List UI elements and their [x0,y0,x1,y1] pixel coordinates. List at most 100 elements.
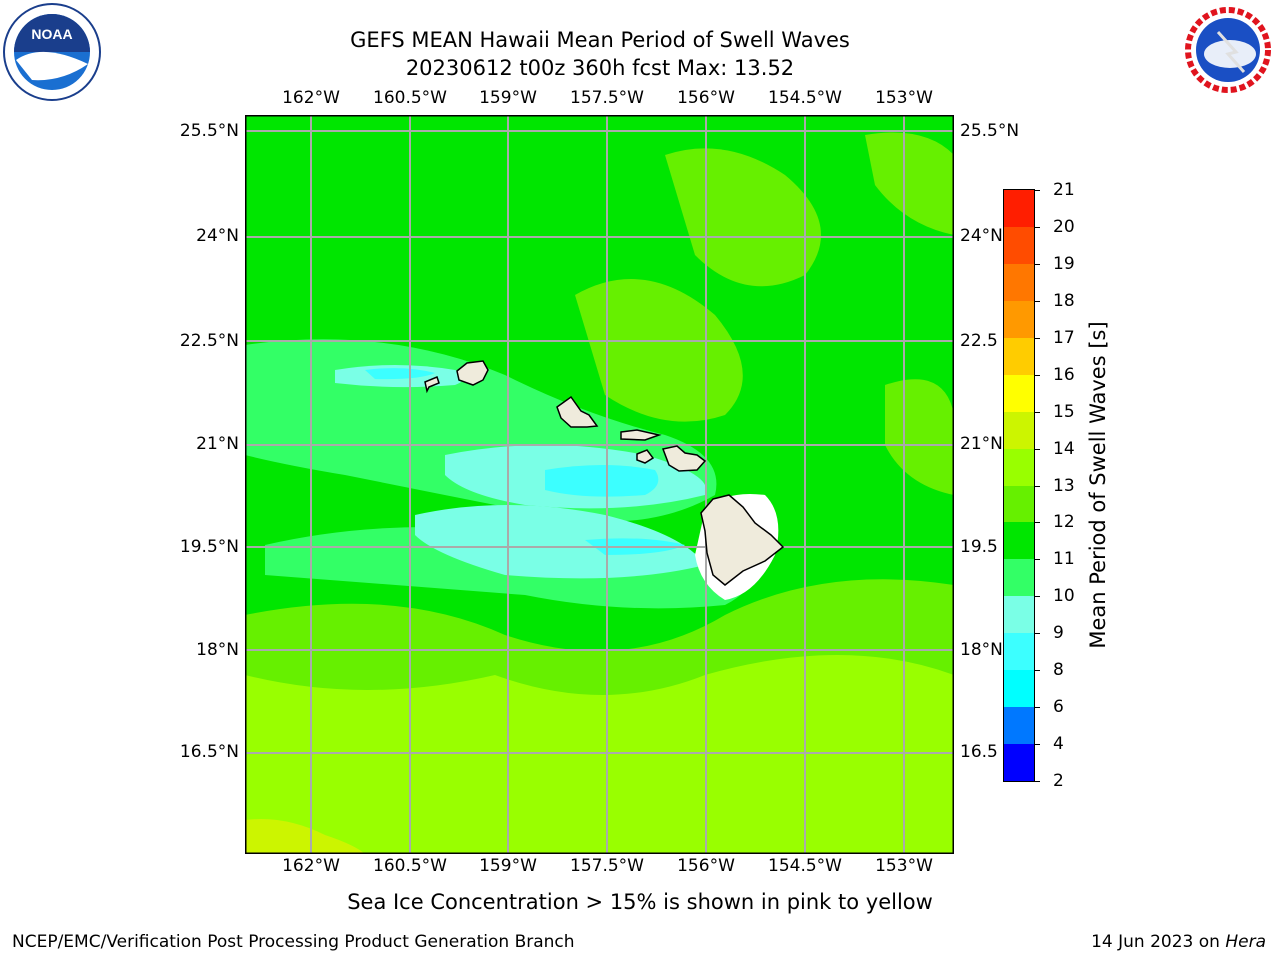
colorbar-segment [1004,707,1034,745]
colorbar-tick [1034,596,1040,598]
colorbar-segment [1004,744,1034,781]
lat-label-right: 25.5°N [960,121,1020,141]
lon-label-top: 154.5°W [768,88,842,108]
lon-label-bottom: 159°W [479,856,537,876]
island-maui [661,445,707,472]
colorbar-level-label: 14 [1053,438,1075,459]
lon-label-top: 160.5°W [373,88,447,108]
colorbar-level-label: 18 [1053,290,1075,311]
colorbar-segment [1004,633,1034,671]
lon-label-bottom: 157.5°W [570,856,644,876]
colorbar-tick [1034,744,1040,746]
colorbar-tick [1034,559,1040,561]
lon-label-top: 162°W [282,88,340,108]
lon-label-top: 156°W [677,88,735,108]
colorbar-level-label: 15 [1053,401,1075,422]
colorbar-segment [1004,190,1034,227]
colorbar [1003,189,1035,782]
hawaii-islands [424,360,785,586]
colorbar-level-label: 19 [1053,253,1075,274]
lon-label-top: 153°W [875,88,933,108]
swell-period-map [245,115,954,854]
field-12-13-corner [865,132,954,235]
field-8-9-north [365,368,435,380]
colorbar-segment [1004,300,1034,338]
lat-label-right: 24°N [960,226,1003,246]
footer-date-text: 14 Jun 2023 on [1091,932,1226,952]
colorbar-tick [1034,190,1040,191]
colorbar-level-label: 17 [1053,327,1075,348]
colorbar-level-label: 20 [1053,216,1075,237]
field-8-9 [545,465,659,497]
island-oahu [556,395,599,428]
map-subtitle: 20230612 t00z 360h fcst Max: 13.52 [405,56,795,80]
graticule [245,115,954,854]
colorbar-tick [1034,226,1040,228]
colorbar-tick [1034,522,1040,524]
lat-label-right: 19.5 [960,537,998,557]
lat-label-right: 18°N [960,640,1003,660]
colorbar-segment [1004,670,1034,708]
lat-label-right: 22.5 [960,331,998,351]
colorbar-level-label: 9 [1053,623,1064,644]
field-12-13-ne [665,148,821,287]
colorbar-title: Mean Period of Swell Waves [s] [1086,321,1110,649]
lat-label-left: 21°N [196,434,239,454]
colorbar-level-label: 8 [1053,660,1064,681]
colorbar-level-label: 10 [1053,586,1075,607]
lon-label-bottom: 162°W [282,856,340,876]
colorbar-tick [1034,263,1040,265]
colorbar-segment [1004,226,1034,264]
colorbar-level-label: 12 [1053,512,1075,533]
map-caption: Sea Ice Concentration > 15% is shown in … [347,890,933,914]
nws-logo [1182,4,1274,96]
lon-label-bottom: 154.5°W [768,856,842,876]
lon-label-top: 157.5°W [570,88,644,108]
colorbar-segment [1004,485,1034,523]
colorbar-segment [1004,448,1034,486]
lon-label-bottom: 153°W [875,856,933,876]
colorbar-tick [1034,485,1040,487]
field-12-13-east [885,379,954,495]
colorbar-tick [1034,337,1040,339]
colorbar-tick [1034,670,1040,672]
colorbar-segment [1004,411,1034,449]
noaa-logo-text: NOAA [31,26,72,42]
colorbar-segment [1004,374,1034,412]
map-frame [245,115,954,854]
colorbar-segment [1004,263,1034,301]
noaa-logo: NOAA [3,3,101,101]
island-kauai [456,360,489,386]
lat-label-left: 25.5°N [179,121,239,141]
colorbar-segment [1004,596,1034,634]
lat-label-left: 24°N [196,226,239,246]
colorbar-segment [1004,522,1034,560]
colorbar-level-label: 2 [1053,771,1064,791]
lat-label-left: 16.5°N [179,742,239,762]
field-14-15 [245,819,365,854]
colorbar-tick [1034,300,1040,302]
footer-branch: NCEP/EMC/Verification Post Processing Pr… [12,932,575,952]
colorbar-tick [1034,411,1040,413]
lon-label-bottom: 160.5°W [373,856,447,876]
lat-label-right: 16.5 [960,742,998,762]
island-niihau [424,375,440,394]
island-hawaii [700,494,785,586]
field-12-13-north [575,279,743,422]
colorbar-level-label: 13 [1053,475,1075,496]
colorbar-level-label: 6 [1053,697,1064,718]
lon-label-top: 159°W [479,88,537,108]
lat-label-left: 18°N [196,640,239,660]
lat-label-left: 19.5°N [179,537,239,557]
colorbar-tick [1034,633,1040,635]
colorbar-level-label: 21 [1053,180,1075,200]
map-title: GEFS MEAN Hawaii Mean Period of Swell Wa… [350,28,850,52]
colorbar-tick [1034,448,1040,450]
island-molokai [620,429,662,441]
colorbar-tick [1034,374,1040,376]
lon-label-bottom: 156°W [677,856,735,876]
footer-date: 14 Jun 2023 on Hera [1091,932,1266,952]
colorbar-tick [1034,781,1040,782]
island-lanai [636,449,655,464]
colorbar-segment [1004,337,1034,375]
